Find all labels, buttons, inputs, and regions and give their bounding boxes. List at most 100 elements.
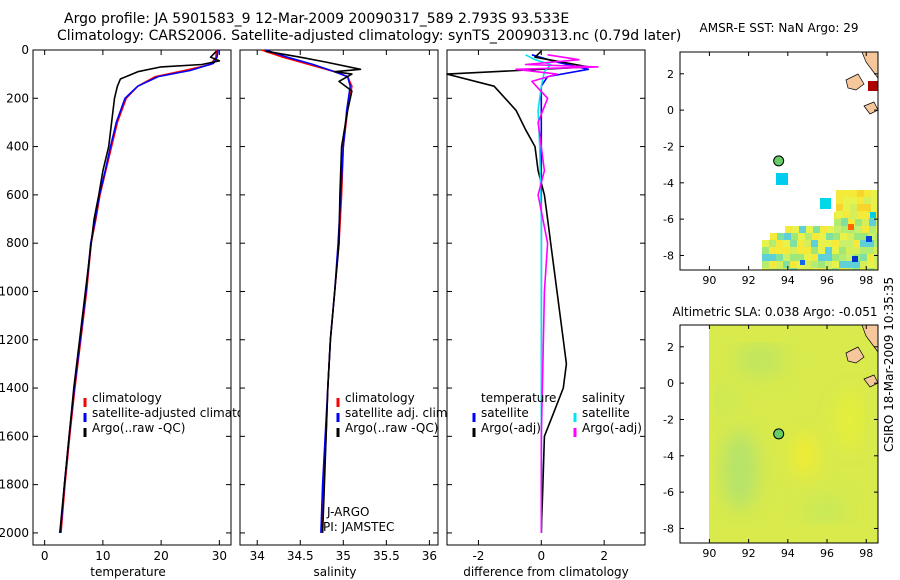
sst-cell xyxy=(818,247,825,254)
sst-cell xyxy=(871,197,878,204)
series-line-argo-raw-qc- xyxy=(265,50,362,533)
sst-map-axes: 90 92 94 96 98 -8 -6 -4 -2 0 2 xyxy=(663,52,878,287)
sst-cell xyxy=(818,261,825,268)
y-tick-label: 1000 xyxy=(0,284,29,298)
sst-cell xyxy=(804,261,811,268)
sst-cell xyxy=(811,261,818,268)
x-tick-label: 36 xyxy=(422,549,437,563)
sst-cell xyxy=(836,204,843,211)
sla-map-frame xyxy=(679,324,879,544)
sst-cell xyxy=(869,226,876,233)
sla-blob xyxy=(793,433,817,477)
sst-cell-highlight xyxy=(868,81,878,91)
sst-cell xyxy=(875,233,878,240)
y-tick-label: 200 xyxy=(6,91,29,105)
sst-cell xyxy=(776,247,783,254)
legend-label-temp-argo: Argo(-adj) xyxy=(481,421,541,435)
sst-cell xyxy=(861,233,868,240)
sst-cell xyxy=(857,190,864,197)
map-x-tick-label: 98 xyxy=(859,547,873,560)
sst-cell xyxy=(797,240,804,247)
legend-label-argo: Argo(..raw -QC) xyxy=(345,421,438,435)
y-tick-label: 400 xyxy=(6,140,29,154)
sst-cell xyxy=(833,233,840,240)
sla-map-title: Altimetric SLA: 0.038 Argo: -0.051 xyxy=(672,305,877,319)
annotation-pi: PI: JAMSTEC xyxy=(323,520,394,534)
x-tick-label: 20 xyxy=(153,549,168,563)
temperature-plot: 0 10 20 30 0 200 400 600 800 1000 1200 1400 1600 1800… xyxy=(0,43,231,563)
sla-blob xyxy=(722,430,758,510)
sst-cell xyxy=(832,268,839,270)
sst-cell xyxy=(783,261,790,268)
map-x-tick-label: 92 xyxy=(742,274,756,287)
sst-cell xyxy=(836,190,843,197)
sst-cell xyxy=(797,247,804,254)
sst-cell xyxy=(804,240,811,247)
sst-cell xyxy=(841,226,848,233)
sla-map-axes: 90 92 94 96 98 -8 -6 -4 -2 0 2 xyxy=(663,325,878,560)
legend-label-sal-satellite: satellite xyxy=(582,406,630,420)
sst-cell-highlight xyxy=(852,256,858,262)
legend-label-satellite: satellite adj. clim. xyxy=(345,406,451,420)
sst-cell xyxy=(850,211,857,218)
y-tick-label: 1800 xyxy=(0,478,29,492)
sst-cell xyxy=(836,211,843,218)
sla-blob xyxy=(803,495,847,525)
x-tick-label: 34 xyxy=(250,549,265,563)
sst-map-title: AMSR-E SST: NaN Argo: 29 xyxy=(700,21,859,35)
sst-cell xyxy=(839,268,846,270)
sst-cell xyxy=(839,254,846,261)
sst-cell xyxy=(874,240,878,247)
sst-cell xyxy=(862,219,869,226)
y-tick-label: 0 xyxy=(21,43,29,57)
difference-plot: -2 0 2 xyxy=(446,49,645,563)
sst-cell xyxy=(876,219,878,226)
sst-map-frame xyxy=(679,51,879,271)
map-x-tick-label: 96 xyxy=(820,274,834,287)
sst-cell xyxy=(776,268,783,270)
sst-cell xyxy=(769,268,776,270)
temperature-xlabel: temperature xyxy=(90,565,165,579)
sst-cell xyxy=(839,240,846,247)
sst-cell xyxy=(776,254,783,261)
sst-cell xyxy=(848,219,855,226)
sst-cell xyxy=(825,247,832,254)
y-tick-label: 2000 xyxy=(0,526,29,540)
legend-label-sal-argo: Argo(-adj) xyxy=(582,421,642,435)
sst-cell xyxy=(797,254,804,261)
map-x-tick-label: 94 xyxy=(781,274,795,287)
map-y-tick-label: -8 xyxy=(663,522,674,535)
sst-cell xyxy=(843,204,850,211)
sst-cell-highlight xyxy=(776,173,788,185)
sst-cell xyxy=(818,268,825,270)
sst-cell xyxy=(825,254,832,261)
salinity-legend: climatology satellite adj. clim. Argo(..… xyxy=(336,391,451,437)
sst-cell xyxy=(860,247,867,254)
sst-cell xyxy=(825,240,832,247)
sst-cell xyxy=(860,268,867,270)
sst-cell xyxy=(855,226,862,233)
salinity-panel: 34 34.5 35 35.5 36 salinity climatology sate… xyxy=(239,49,451,579)
sst-cell-highlight xyxy=(820,198,831,209)
temperature-legend: climatology satellite-adjusted climatolo… xyxy=(83,391,270,437)
land-mass xyxy=(863,374,878,388)
map-x-tick-label: 90 xyxy=(702,547,716,560)
sst-cell xyxy=(846,254,853,261)
x-tick-label: -2 xyxy=(472,549,484,563)
sst-cell xyxy=(762,268,769,270)
sst-cell xyxy=(843,190,850,197)
sst-cell xyxy=(777,233,784,240)
difference-xlabel: difference from climatology xyxy=(463,565,629,579)
map-x-tick-label: 92 xyxy=(742,547,756,560)
sst-cell xyxy=(812,233,819,240)
map-x-tick-label: 98 xyxy=(859,274,873,287)
sst-cell xyxy=(860,240,867,247)
sst-cell-highlight xyxy=(866,236,872,242)
sst-cell xyxy=(790,268,797,270)
map-x-tick-label: 94 xyxy=(781,547,795,560)
sst-cell xyxy=(762,261,769,268)
sst-cell xyxy=(855,219,862,226)
difference-axes-box xyxy=(446,49,646,546)
sst-cell xyxy=(806,226,813,233)
sst-cell xyxy=(834,226,841,233)
